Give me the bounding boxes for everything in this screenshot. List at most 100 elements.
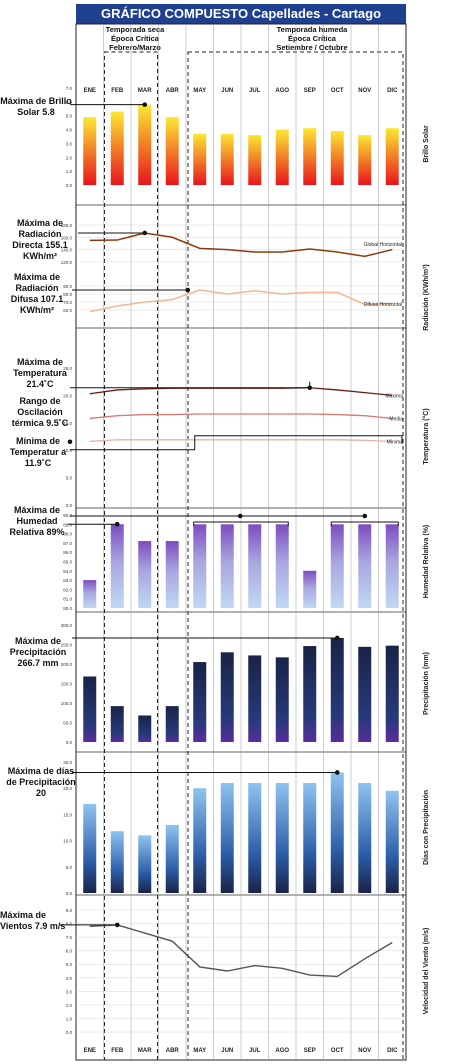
- y-tick-label: 7.0: [66, 86, 73, 91]
- bar: [220, 652, 234, 742]
- y-tick-label: 0.0: [66, 503, 73, 508]
- global-series-label: Global Horizontal: [364, 242, 402, 248]
- bar: [358, 782, 372, 893]
- month-label-bottom: OCT: [331, 1048, 344, 1054]
- marks-layer: [60, 102, 403, 978]
- wind-speed-line: [89, 924, 393, 978]
- sun-annotation-text: Máxima de Brillo Solar 5.8: [0, 96, 72, 117]
- wet-season-box: [187, 51, 404, 1061]
- y-tick-label: 20.0: [63, 393, 72, 398]
- bar: [330, 524, 344, 608]
- bar: [110, 831, 124, 893]
- month-label-top: MAR: [138, 88, 152, 94]
- y-tick-label: 3.0: [66, 141, 73, 146]
- y-tick-label: 88.0: [63, 532, 72, 537]
- temp-line-0: [89, 387, 393, 397]
- y-tick-label: 5.0: [66, 476, 73, 481]
- y-tick-label: 25.0: [63, 366, 72, 371]
- direct-radiation-annotation-text: Máxima de Radiación Directa 155.1 KWh/m²: [12, 218, 68, 261]
- bar: [275, 782, 289, 893]
- bar: [330, 637, 344, 742]
- y-tick-label: 180.0: [61, 223, 73, 228]
- month-label-bottom: DIC: [387, 1048, 398, 1054]
- y-axis-title: Brillo Solar: [423, 125, 430, 163]
- humidity-bracket-dot-right: [362, 513, 368, 519]
- y-tick-label: 4.0: [66, 128, 73, 133]
- y-axis-title: Velocidad del Viento (m/s): [423, 928, 430, 1015]
- wind-annotation: Máxima de Vientos 7.9 m/s: [0, 910, 74, 932]
- min-temp-annotation-text: Mínima de Temperatur a 11.9˚C: [9, 436, 67, 468]
- y-tick-label: 83.0: [63, 578, 72, 583]
- month-label-top: JUN: [221, 88, 233, 94]
- humidity-pointer-dot: [114, 522, 120, 527]
- month-label-top: ENE: [84, 88, 96, 94]
- min-temp-pointer-line: [70, 435, 403, 451]
- month-label-top: MAY: [193, 88, 206, 94]
- humidity-annotation: Máxima de Humedad Relativa 89%: [4, 505, 70, 538]
- y-tick-label: 1.0: [66, 169, 73, 174]
- y-tick-label: 82.0: [63, 587, 72, 592]
- y-tick-label: 60.0: [63, 308, 72, 313]
- y-tick-label: 0.0: [66, 740, 73, 745]
- y-tick-label: 7.0: [66, 935, 73, 940]
- y-tick-label: 250.0: [61, 643, 73, 648]
- dry-season-header: Temporada seca Época Crítica Febrero/Mar…: [104, 25, 166, 52]
- precipitation-annotation: Máxima de Precipitación 266.7 mm: [4, 636, 72, 669]
- y-tick-label: 90.0: [63, 284, 72, 289]
- bar: [193, 524, 207, 608]
- dry-season-line-2: Época Crítica: [111, 34, 159, 43]
- bar: [193, 788, 207, 893]
- month-label-top: ABR: [166, 88, 180, 94]
- y-tick-label: 50.0: [63, 721, 72, 726]
- y-tick-label: 89.0: [63, 522, 72, 527]
- bar: [248, 655, 262, 742]
- y-tick-label: 15.0: [63, 812, 72, 817]
- bar: [220, 782, 234, 893]
- bar: [358, 646, 372, 742]
- bar: [138, 541, 152, 608]
- bar: [303, 646, 317, 742]
- bar: [358, 524, 372, 608]
- temp-series-label: Máxima: [385, 393, 403, 399]
- diffuse-pointer-dot: [185, 287, 191, 293]
- month-label-top: SEP: [304, 88, 316, 94]
- y-tick-label: 0.0: [66, 1030, 73, 1035]
- month-label-bottom: FEB: [111, 1048, 124, 1054]
- wind-pointer-dot: [114, 922, 120, 928]
- y-axis-title: Temperatura (°C): [422, 408, 430, 464]
- dry-season-line-1: Temporada seca: [105, 25, 165, 34]
- bar: [330, 772, 344, 893]
- sun-pointer-dot: [142, 102, 148, 107]
- bar: [385, 128, 399, 185]
- temp-series-label: Mínima: [387, 439, 404, 445]
- y-tick-label: 25.0: [63, 760, 72, 765]
- y-tick-label: 5.0: [66, 114, 73, 119]
- bar: [220, 524, 234, 608]
- bar: [248, 782, 262, 893]
- y-tick-label: 10.0: [63, 839, 72, 844]
- labels-layer: ENE ENE FEB FEB MAR MAR ABR ABR MAY MAY JUN JUN JUL J…: [61, 86, 430, 1054]
- bar: [385, 790, 399, 893]
- wet-season-line-2: Época Crítica: [288, 34, 336, 43]
- y-tick-label: 2.0: [66, 155, 73, 160]
- bar: [385, 524, 399, 608]
- temp-line-1: [89, 413, 393, 420]
- y-tick-label: 100.0: [61, 701, 73, 706]
- rain-days-annotation: Máxima de días de Precipitación 20: [6, 766, 76, 799]
- wet-season-header: Temporada humeda Época Crítica Setiembre…: [262, 25, 362, 52]
- y-tick-label: 150.0: [61, 682, 73, 687]
- y-tick-label: 5.0: [66, 962, 73, 967]
- bar: [165, 824, 179, 893]
- rain-days-pointer-dot: [334, 770, 340, 775]
- y-tick-label: 86.0: [63, 550, 72, 555]
- temp-range-annotation-text: Rango de Oscilación térmica 9.5˚C: [11, 396, 69, 428]
- month-label-bottom: MAR: [138, 1048, 152, 1054]
- bar: [83, 117, 97, 185]
- month-label-top: FEB: [111, 88, 124, 94]
- month-label-top: AGO: [275, 88, 289, 94]
- bar: [165, 117, 179, 185]
- wet-season-line-3: Setiembre / Octubre: [276, 43, 348, 52]
- temp-line-2: [89, 439, 393, 443]
- y-axis-title: Radiación (KWh/m²): [423, 264, 430, 331]
